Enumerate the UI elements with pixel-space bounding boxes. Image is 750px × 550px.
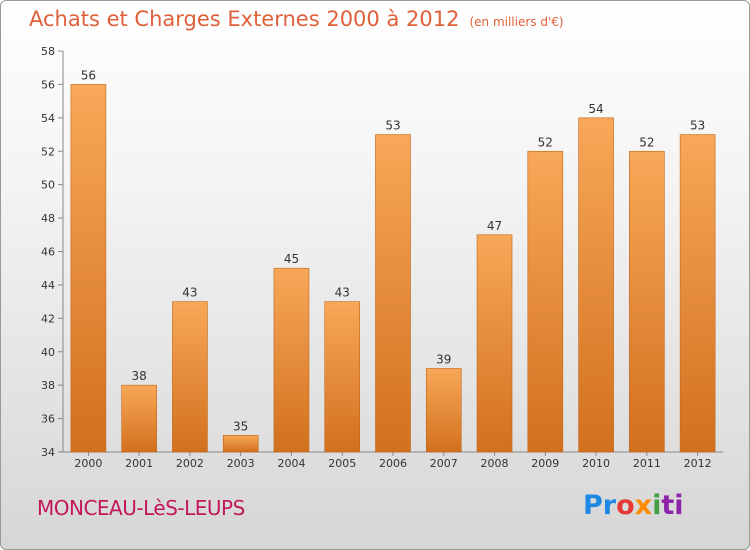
data-label-2004: 45 <box>284 252 299 266</box>
chart-bars: 56 38 43 35 45 43 53 39 47 52 54 52 53 <box>70 68 716 453</box>
bar-2005 <box>324 301 361 453</box>
bar-2000 <box>70 84 107 453</box>
x-tick-label-2011: 2011 <box>633 457 661 470</box>
y-tick-label: 46 <box>41 246 55 259</box>
data-label-2008: 47 <box>487 219 502 233</box>
x-tick-label-2006: 2006 <box>379 457 407 470</box>
place-name: MONCEAU-LèS-LEUPS <box>37 496 245 520</box>
chart-title: Achats et Charges Externes 2000 à 2012 (e… <box>29 7 564 31</box>
bar-2011 <box>629 150 665 453</box>
y-tick-label: 44 <box>41 279 55 292</box>
bar-2003 <box>222 434 259 453</box>
bar-2001 <box>121 384 157 453</box>
x-tick-label-2000: 2000 <box>74 457 102 470</box>
data-label-2012: 53 <box>690 119 705 133</box>
logo-part-1: Pr <box>583 490 617 521</box>
y-tick-label: 58 <box>41 45 55 58</box>
chart-axes: 34 36 38 40 42 44 46 48 50 52 54 56 58 2000 2001 2002 20… <box>41 45 723 470</box>
y-tick-label: 38 <box>41 379 55 392</box>
logo-part-4: i <box>652 490 662 521</box>
y-tick-label: 52 <box>41 145 55 158</box>
data-label-2002: 43 <box>182 286 197 300</box>
y-tick-label: 54 <box>41 112 55 125</box>
y-tick-label: 56 <box>41 78 55 91</box>
bar-2004 <box>273 267 310 453</box>
x-tick-label-2009: 2009 <box>531 457 559 470</box>
y-tick-label: 50 <box>41 179 55 192</box>
y-tick-label: 42 <box>41 312 55 325</box>
data-label-2007: 39 <box>436 352 451 366</box>
bar-2002 <box>172 301 208 453</box>
bar-2012 <box>679 134 716 453</box>
data-label-2010: 54 <box>588 102 603 116</box>
data-label-2001: 38 <box>132 369 147 383</box>
y-tick-label: 34 <box>41 446 55 459</box>
y-tick-label: 48 <box>41 212 55 225</box>
x-tick-label-2010: 2010 <box>582 457 610 470</box>
x-tick-label-2005: 2005 <box>328 457 356 470</box>
chart-unit-label: (en milliers d'€) <box>469 15 564 29</box>
x-tick-label-2004: 2004 <box>277 457 305 470</box>
bar-2008 <box>476 234 513 453</box>
logo-part-3: x <box>634 490 653 521</box>
y-tick-label: 36 <box>41 413 55 426</box>
x-tick-label-2001: 2001 <box>125 457 153 470</box>
x-tick-label-2002: 2002 <box>176 457 204 470</box>
chart-title-text: Achats et Charges Externes 2000 à 2012 <box>29 7 460 31</box>
x-tick-label-2008: 2008 <box>481 457 509 470</box>
data-label-2003: 35 <box>233 419 248 433</box>
data-label-2005: 43 <box>335 286 350 300</box>
y-tick-label: 40 <box>41 346 55 359</box>
data-label-2011: 52 <box>639 135 654 149</box>
logo-part-2: o <box>616 490 635 521</box>
logo-part-5: ti <box>661 490 684 521</box>
proxiti-logo: Proxiti <box>583 490 684 521</box>
x-tick-label-2007: 2007 <box>430 457 458 470</box>
data-label-2006: 53 <box>385 119 400 133</box>
bar-2007 <box>425 368 462 453</box>
x-tick-label-2003: 2003 <box>227 457 255 470</box>
bar-2009 <box>527 150 564 453</box>
x-tick-label-2012: 2012 <box>684 457 712 470</box>
data-label-2009: 52 <box>538 135 553 149</box>
data-label-2000: 56 <box>81 68 96 82</box>
bar-2006 <box>375 134 411 453</box>
bar-2010 <box>578 117 614 453</box>
